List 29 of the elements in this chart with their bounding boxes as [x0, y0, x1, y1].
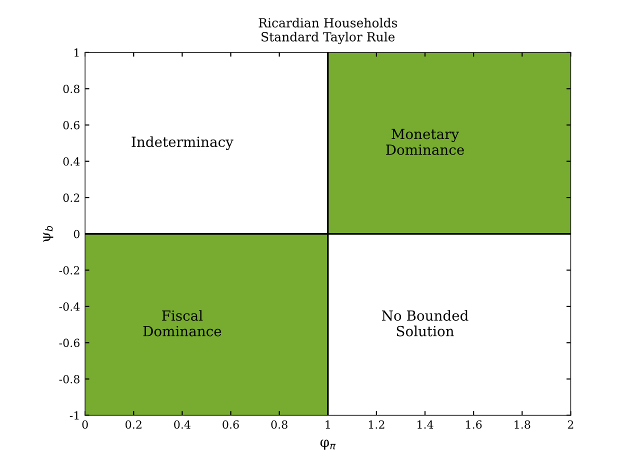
annotation: Monetary Dominance — [386, 128, 464, 155]
y-tick-label: -0.4 — [59, 302, 80, 311]
x-tick-label: 1 — [326, 420, 330, 429]
y-tick-label: 0 — [74, 230, 80, 238]
x-tick-label: 1.4 — [418, 420, 434, 429]
x-tick-label: 0 — [82, 420, 88, 429]
y-tick-label: 0.2 — [63, 194, 80, 202]
x-tick-label: 1.8 — [514, 420, 530, 429]
annotation: Fiscal Dominance — [143, 310, 222, 336]
y-tick-label: 0.6 — [63, 120, 80, 130]
y-tick-label: 1 — [74, 48, 79, 57]
y-axis-title: ψ$_{b}$ — [43, 226, 54, 242]
y-tick-label: 0.4 — [63, 157, 80, 166]
x-tick-label: 0.6 — [222, 420, 239, 429]
y-tick-label: -0.2 — [59, 266, 80, 275]
x-tick-label: 1.6 — [466, 420, 482, 429]
x-tick-label: 2 — [568, 420, 574, 429]
y-tick-label: -0.8 — [59, 374, 80, 384]
annotation: No Bounded Solution — [382, 310, 468, 336]
annotation: Indeterminacy — [132, 136, 234, 150]
x-axis-title: φ$_{π}$ — [320, 440, 336, 450]
x-tick-label: 0.4 — [174, 420, 190, 429]
y-tick-label: 0.8 — [63, 84, 80, 94]
y-tick-label: -0.6 — [59, 338, 80, 348]
chart-title: Ricardian Households Standard Taylor Rule — [258, 18, 398, 44]
x-tick-label: 0.8 — [271, 420, 288, 429]
y-tick-label: -1 — [70, 411, 79, 420]
x-tick-label: 1.2 — [368, 420, 384, 429]
x-tick-label: 0.2 — [126, 420, 142, 429]
